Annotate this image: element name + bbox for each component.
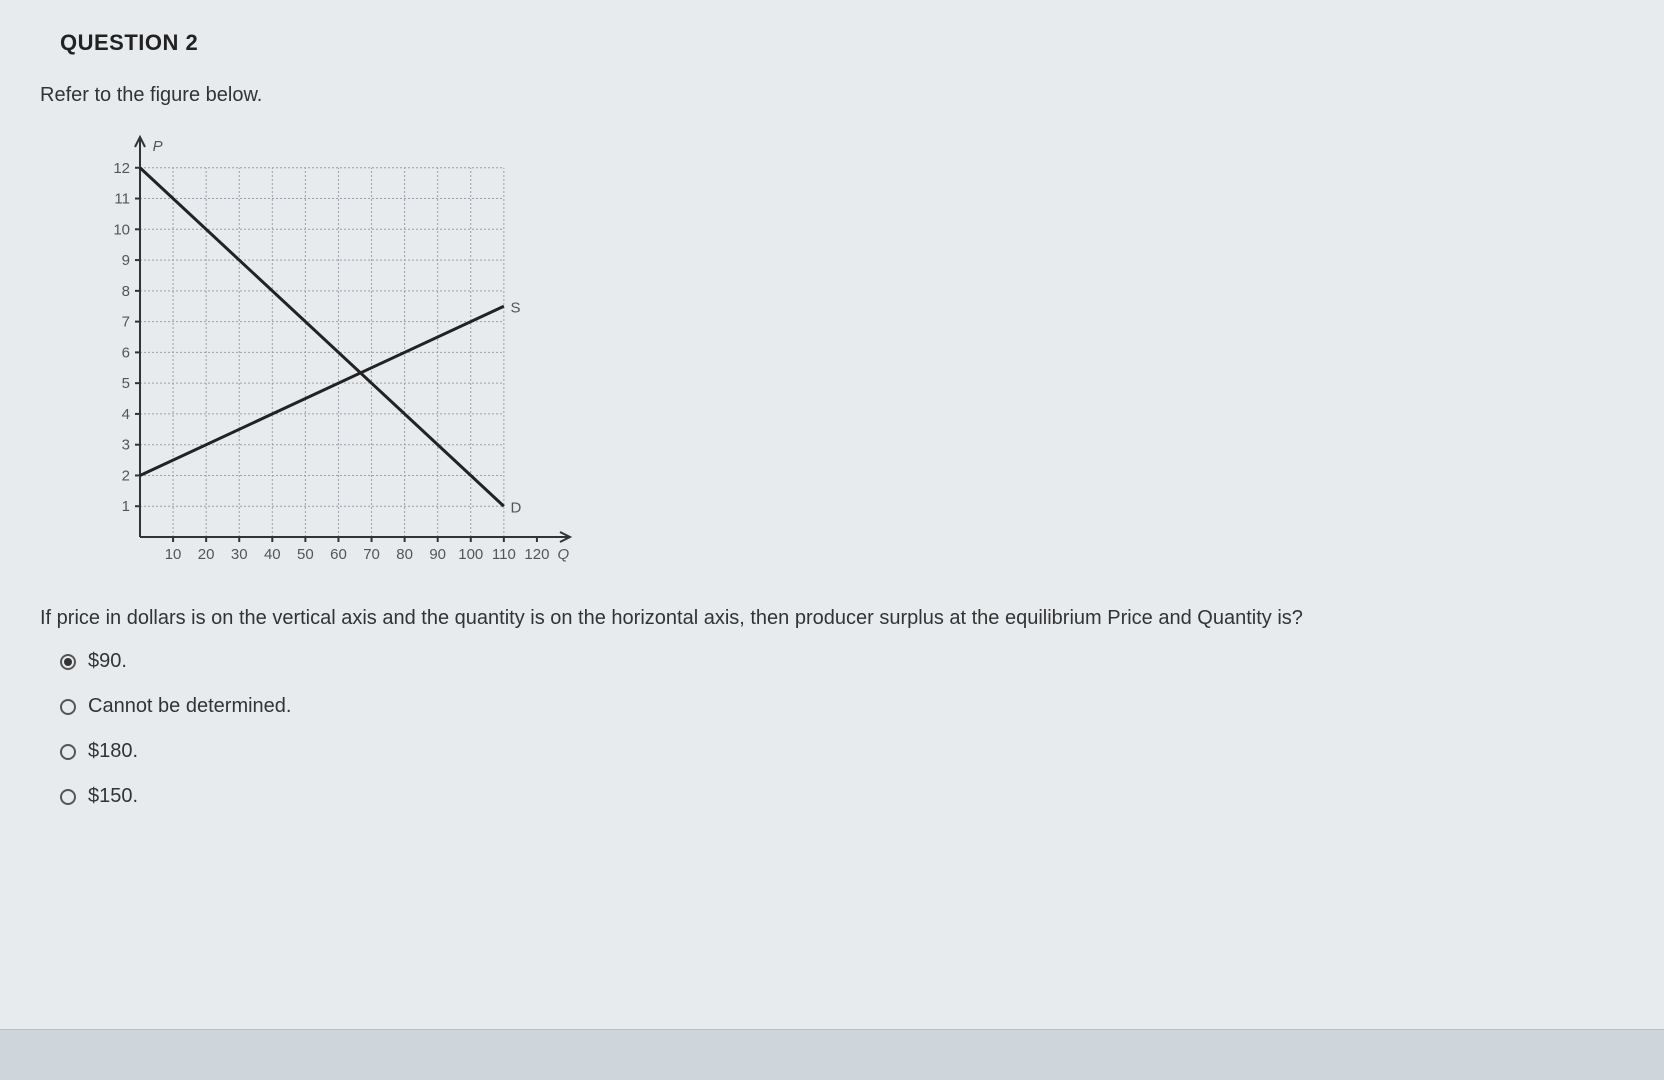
radio-icon[interactable] (60, 699, 76, 715)
svg-text:D: D (510, 499, 521, 516)
radio-icon[interactable] (60, 789, 76, 805)
answer-options: $90. Cannot be determined. $180. $150. (60, 650, 1624, 808)
svg-text:40: 40 (264, 546, 281, 563)
option-label: $180. (88, 740, 138, 763)
quiz-page: QUESTION 2 Refer to the figure below. 12… (0, 0, 1664, 1080)
option-label: $150. (88, 785, 138, 808)
svg-text:20: 20 (198, 546, 215, 563)
svg-text:80: 80 (396, 546, 413, 563)
option-label: Cannot be determined. (88, 695, 291, 718)
svg-text:7: 7 (122, 314, 130, 331)
svg-text:8: 8 (122, 283, 130, 300)
svg-text:100: 100 (458, 546, 483, 563)
answer-option-0[interactable]: $90. (60, 650, 1624, 673)
answer-option-3[interactable]: $150. (60, 785, 1624, 808)
svg-text:4: 4 (122, 406, 130, 423)
svg-text:S: S (510, 299, 520, 316)
question-prompt: Refer to the figure below. (40, 84, 1624, 107)
radio-icon[interactable] (60, 744, 76, 760)
svg-text:9: 9 (122, 252, 130, 269)
question-text: If price in dollars is on the vertical a… (40, 607, 1624, 630)
chart-svg: 1234567891011121020304050607080901001101… (90, 117, 610, 577)
svg-text:3: 3 (122, 437, 130, 454)
svg-text:60: 60 (330, 546, 347, 563)
svg-text:5: 5 (122, 375, 130, 392)
footer-bar (0, 1029, 1664, 1080)
svg-text:1: 1 (122, 498, 130, 515)
svg-text:70: 70 (363, 546, 380, 563)
answer-option-2[interactable]: $180. (60, 740, 1624, 763)
svg-text:110: 110 (492, 546, 516, 563)
svg-text:30: 30 (231, 546, 248, 563)
svg-text:2: 2 (122, 467, 130, 484)
svg-text:50: 50 (297, 546, 314, 563)
svg-text:Q: Q (558, 546, 570, 563)
radio-icon[interactable] (60, 654, 76, 670)
svg-text:120: 120 (524, 546, 549, 563)
svg-text:10: 10 (165, 546, 182, 563)
svg-text:11: 11 (114, 191, 130, 208)
svg-text:90: 90 (429, 546, 446, 563)
svg-text:P: P (153, 138, 163, 155)
question-title: QUESTION 2 (60, 30, 1624, 56)
svg-text:10: 10 (113, 221, 130, 238)
answer-option-1[interactable]: Cannot be determined. (60, 695, 1624, 718)
supply-demand-chart: 1234567891011121020304050607080901001101… (90, 117, 1624, 577)
svg-text:12: 12 (113, 160, 130, 177)
svg-text:6: 6 (122, 344, 130, 361)
option-label: $90. (88, 650, 127, 673)
